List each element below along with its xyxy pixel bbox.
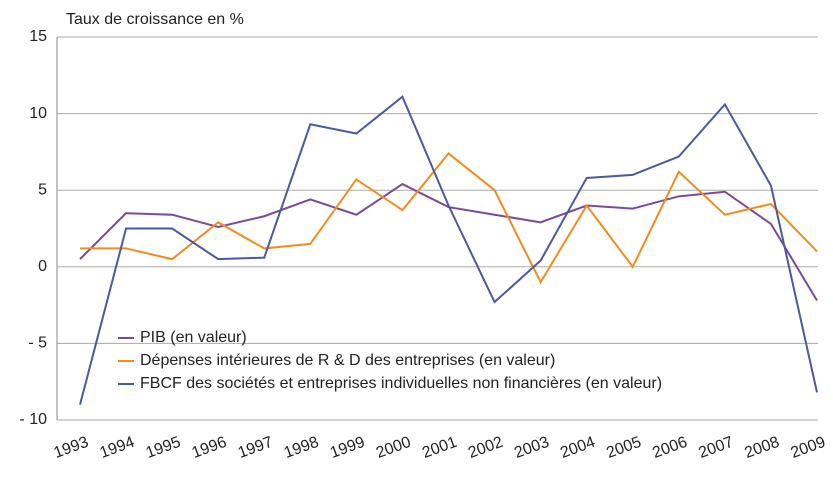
x-tick-label: 1999 bbox=[328, 434, 367, 462]
x-tick-label: 1995 bbox=[144, 434, 183, 462]
legend-label: FBCF des sociétés et entreprises individ… bbox=[140, 375, 662, 392]
x-tick-label: 1998 bbox=[282, 434, 321, 462]
x-tick-label: 2007 bbox=[696, 434, 735, 462]
series-line bbox=[79, 95, 818, 405]
x-tick-label: 2006 bbox=[650, 434, 689, 462]
x-tick-label: 2004 bbox=[558, 434, 597, 462]
series-line bbox=[80, 152, 818, 285]
legend-label: Dépenses intérieures de R & D des entrep… bbox=[140, 352, 555, 369]
y-tick-label: - 5 bbox=[28, 335, 47, 352]
y-axis-label: Taux de croissance en % bbox=[66, 11, 244, 28]
y-tick-label: 15 bbox=[29, 28, 47, 45]
y-tick-label: - 10 bbox=[19, 411, 47, 428]
x-tick-label: 1994 bbox=[98, 434, 137, 462]
y-tick-label: 5 bbox=[38, 181, 47, 198]
x-tick-label: 2008 bbox=[742, 434, 781, 462]
x-tick-label: 2002 bbox=[466, 434, 505, 462]
series-line bbox=[79, 182, 818, 302]
x-tick-label: 2001 bbox=[420, 434, 459, 462]
x-tick-label: 2003 bbox=[512, 434, 551, 462]
x-tick-label: 2005 bbox=[604, 434, 643, 462]
y-tick-label: 10 bbox=[29, 105, 47, 122]
x-tick-label: 1993 bbox=[52, 434, 91, 462]
x-tick-label: 1997 bbox=[236, 434, 275, 462]
y-tick-label: 0 bbox=[38, 258, 47, 275]
x-tick-label: 2009 bbox=[789, 434, 828, 462]
x-tick-label: 1996 bbox=[190, 434, 229, 462]
x-tick-label: 2000 bbox=[374, 434, 413, 462]
legend-label: PIB (en valeur) bbox=[140, 329, 247, 346]
